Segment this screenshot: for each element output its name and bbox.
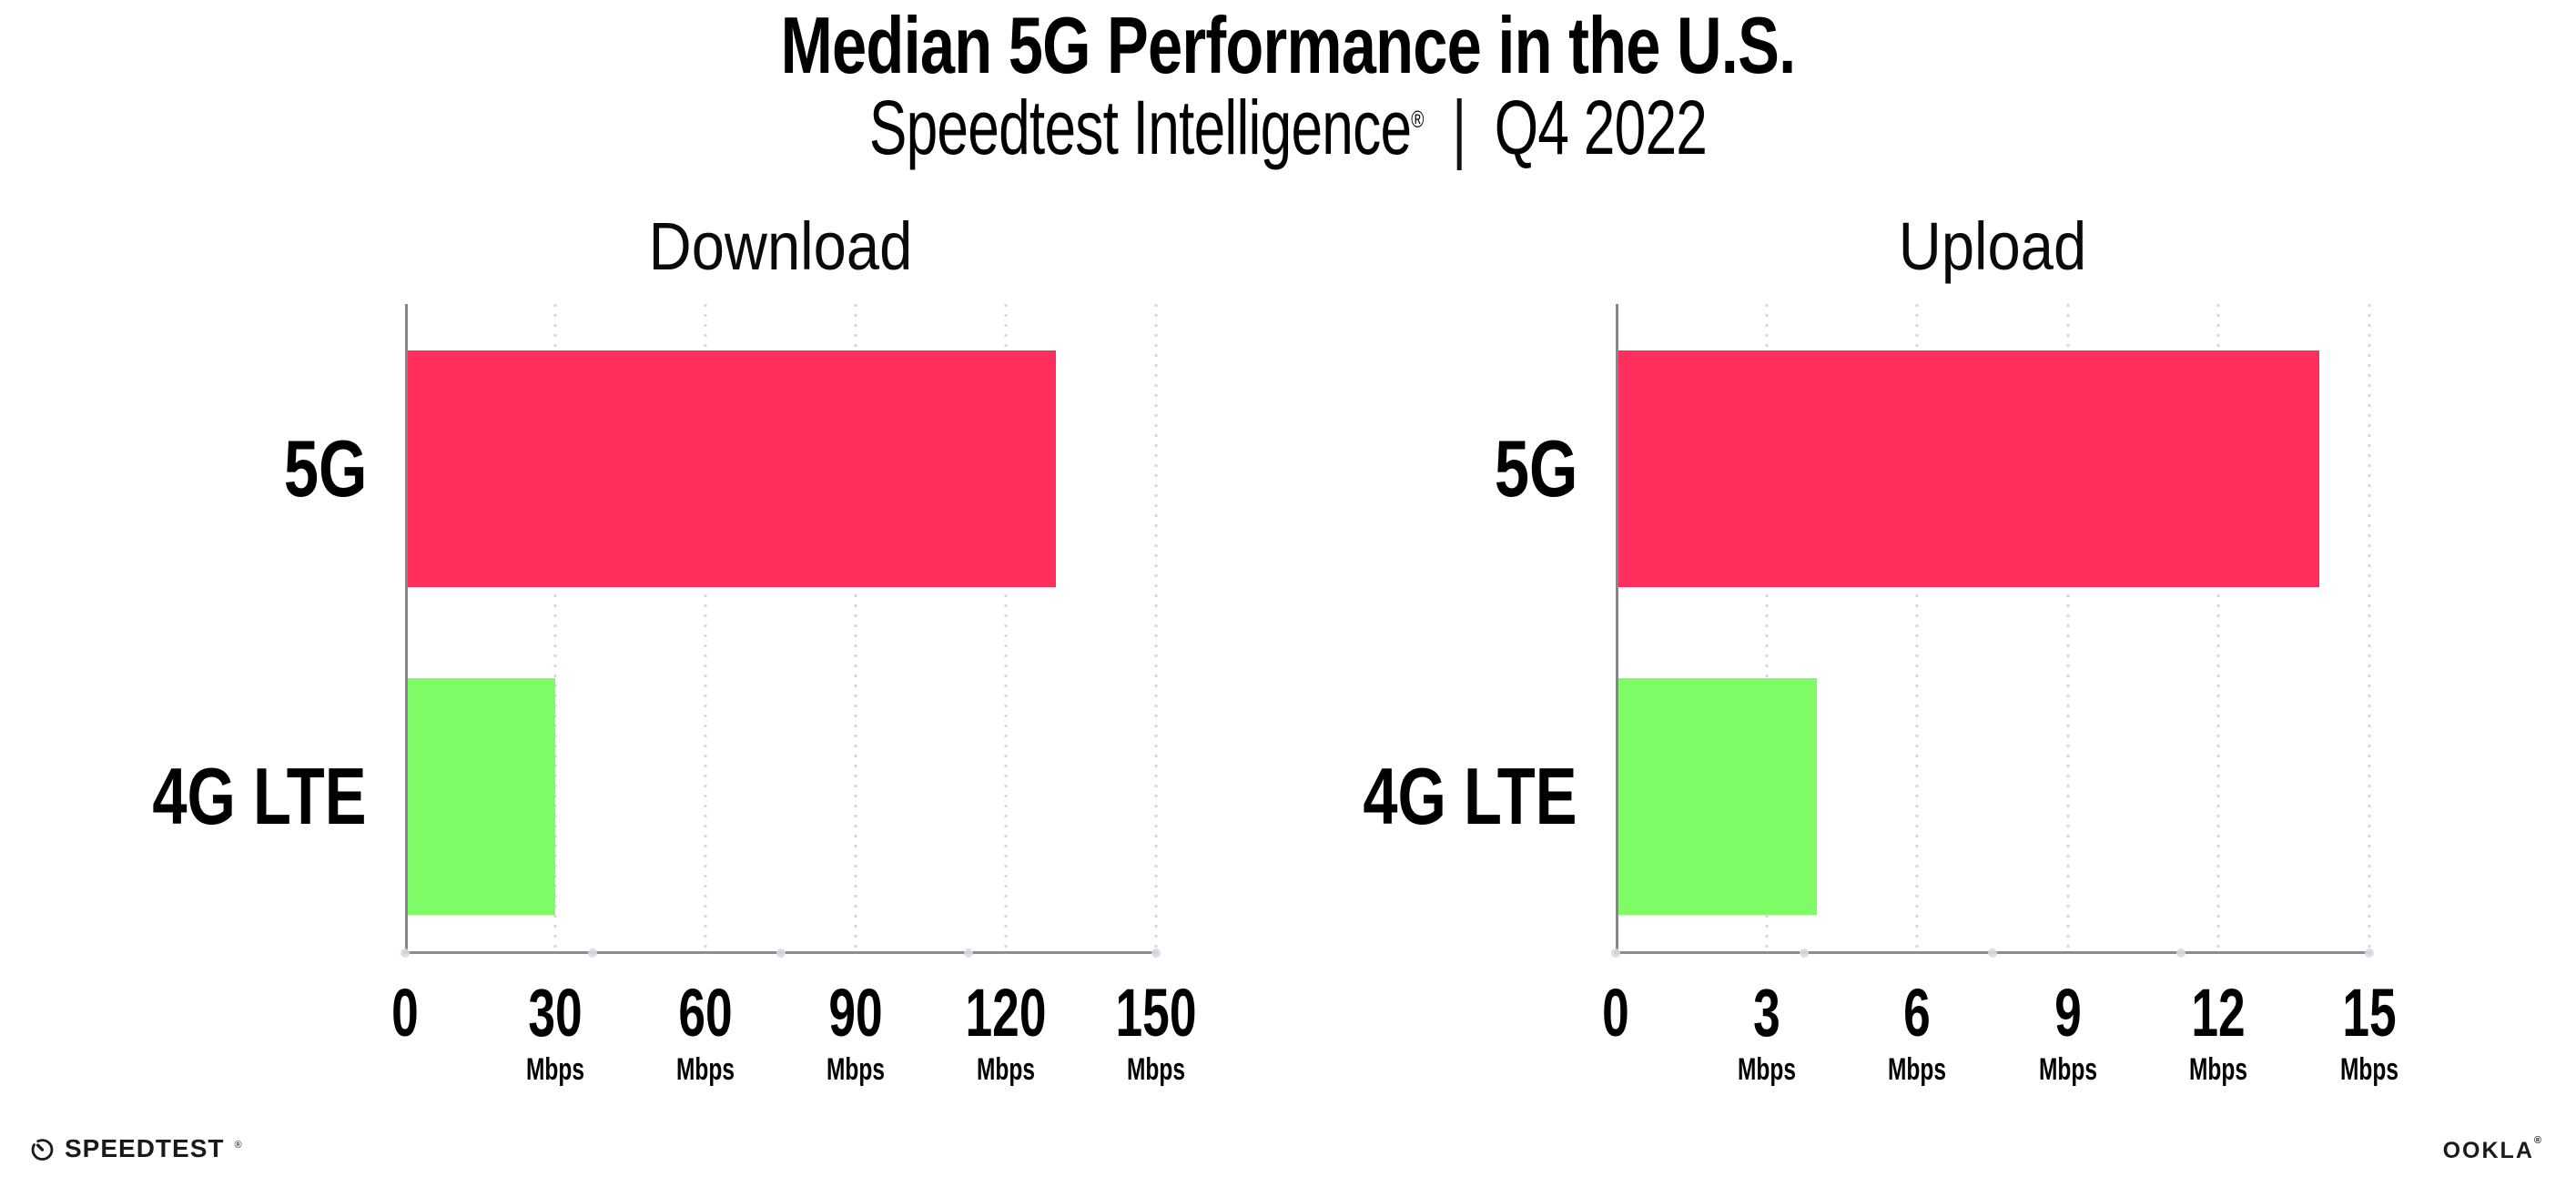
x-tick-value: 6	[1903, 975, 1932, 1050]
axis-tick-dot	[1800, 948, 1809, 958]
subtitle-brand: Speedtest Intelligence	[868, 85, 1412, 170]
x-tick-value: 3	[1752, 975, 1780, 1050]
speedtest-wordmark: SPEEDTEST	[65, 1134, 225, 1162]
x-tick-value: 15	[2342, 975, 2397, 1050]
ookla-logo: OOKLA®	[2442, 1136, 2543, 1163]
subtitle-period: Q4 2022	[1494, 85, 1708, 170]
upload-chart-title: Upload	[1898, 208, 2087, 284]
gridline	[1154, 304, 1158, 954]
x-tick-value: 9	[2054, 975, 2082, 1050]
axis-tick-dot	[776, 948, 786, 958]
x-tick-value: 150	[1115, 975, 1197, 1050]
axis-tick-dot	[588, 948, 598, 958]
x-tick-unit: Mbps	[526, 1052, 584, 1087]
axis-tick-dot	[1151, 948, 1161, 958]
speedtest-trademark-mark: ®	[234, 1139, 242, 1151]
x-tick-unit: Mbps	[977, 1052, 1035, 1087]
ookla-registered-mark: ®	[2533, 1135, 2543, 1146]
x-tick-value: 30	[528, 975, 583, 1050]
x-tick-unit: Mbps	[1127, 1052, 1185, 1087]
axis-tick-dot	[963, 948, 973, 958]
axis-tick-dot	[1611, 948, 1620, 958]
download-chart: Download 0 30 Mbps 60 Mbps 90 Mbps 120 Mbps 150 Mb…	[153, 213, 1197, 1086]
download-x-axis-labels: 0 30 Mbps 60 Mbps 90 Mbps 120 Mbps 150 Mbps	[391, 975, 1196, 1098]
gridline	[2368, 304, 2371, 954]
x-tick-unit: Mbps	[2189, 1052, 2248, 1087]
upload-chart: Upload 0 3 Mbps 6 Mbps 9 Mbps 12 Mbps 15 Mbps 5G 4G…	[1364, 213, 2399, 1086]
category-label-4g-lte: 4G LTE	[1363, 751, 1577, 841]
x-tick-0: 0	[1597, 979, 1634, 1047]
speedtest-logo: SPEEDTEST ®	[30, 1136, 242, 1161]
x-tick-3: 3 Mbps	[1726, 975, 1807, 1087]
gridline	[854, 304, 857, 954]
x-tick-unit: Mbps	[827, 1052, 885, 1087]
axis-tick-dot	[2176, 948, 2186, 958]
x-tick-value: 120	[965, 975, 1047, 1050]
gridline	[553, 304, 557, 954]
x-tick-9: 9 Mbps	[2027, 975, 2108, 1087]
x-tick-unit: Mbps	[676, 1052, 735, 1087]
subtitle: Speedtest Intelligence® | Q4 2022	[335, 87, 2241, 167]
category-label-5g: 5G	[283, 423, 367, 513]
x-tick-15: 15 Mbps	[2329, 975, 2410, 1087]
x-tick-150: 150 Mbps	[1100, 975, 1212, 1087]
x-tick-unit: Mbps	[1737, 1052, 1796, 1087]
x-tick-value: 0	[1602, 975, 1629, 1050]
axis-tick-dot	[1988, 948, 1997, 958]
category-label-4g-lte: 4G LTE	[152, 751, 367, 841]
y-axis-line	[405, 304, 408, 954]
x-tick-12: 12 Mbps	[2178, 975, 2259, 1087]
x-tick-value: 12	[2191, 975, 2246, 1050]
x-tick-120: 120 Mbps	[949, 975, 1061, 1087]
main-title: Median 5G Performance in the U.S.	[780, 0, 1797, 90]
gridline	[1004, 304, 1008, 954]
bar-4g-lte	[405, 678, 555, 915]
gridline	[704, 304, 707, 954]
subtitle-separator: |	[1452, 85, 1466, 170]
gridline	[2066, 304, 2070, 954]
x-tick-6: 6 Mbps	[1877, 975, 1958, 1087]
download-plot-area	[401, 304, 1161, 958]
download-chart-title: Download	[648, 208, 913, 284]
y-axis-line	[1616, 304, 1618, 954]
axis-tick-dot	[2365, 948, 2374, 958]
ookla-wordmark: OOKLA	[2442, 1138, 2534, 1163]
bar-5g	[1616, 350, 2319, 587]
x-tick-value: 60	[678, 975, 733, 1050]
x-tick-unit: Mbps	[2340, 1052, 2399, 1087]
x-tick-0: 0	[386, 979, 423, 1047]
x-tick-value: 0	[391, 975, 419, 1050]
registered-mark: ®	[1411, 106, 1424, 133]
x-tick-90: 90 Mbps	[816, 975, 897, 1087]
x-tick-unit: Mbps	[2038, 1052, 2097, 1087]
x-tick-value: 90	[828, 975, 883, 1050]
x-tick-60: 60 Mbps	[665, 975, 746, 1087]
gridline	[1765, 304, 1769, 954]
category-label-5g: 5G	[1494, 423, 1577, 513]
bar-4g-lte	[1616, 678, 1817, 915]
gridline	[2216, 304, 2220, 954]
bar-5g	[405, 350, 1056, 587]
speedtest-gauge-icon	[31, 1138, 54, 1161]
gridline	[1915, 304, 1919, 954]
axis-tick-dot	[401, 948, 410, 958]
x-tick-30: 30 Mbps	[515, 975, 596, 1087]
x-tick-unit: Mbps	[1888, 1052, 1947, 1087]
upload-x-axis-labels: 0 3 Mbps 6 Mbps 9 Mbps 12 Mbps 15 Mbps	[1602, 975, 2399, 1098]
upload-plot-area	[1611, 304, 2374, 958]
